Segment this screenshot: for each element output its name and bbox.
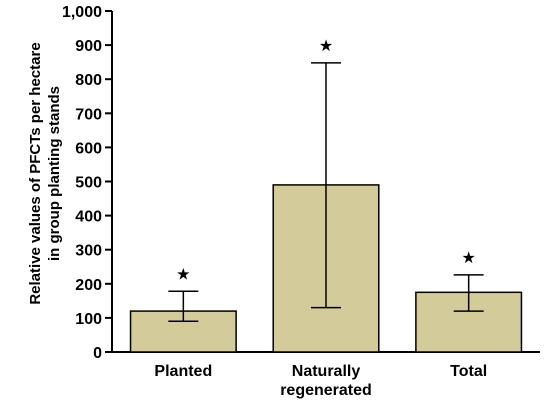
y-tick-label: 1,000 xyxy=(62,4,102,21)
category-labels: Planted Naturally regenerated Total xyxy=(154,363,487,399)
significance-markers: ★ ★ ★ xyxy=(176,36,476,283)
y-axis-title: Relative values of PFCTs per hectare in g… xyxy=(27,42,63,304)
y-axis: 0 100 200 300 400 500 600 700 800 900 1,000 xyxy=(62,4,113,362)
y-tick-label: 300 xyxy=(75,243,102,260)
significance-star: ★ xyxy=(176,264,190,283)
x-category-label: Planted xyxy=(154,363,212,380)
bar xyxy=(129,310,237,353)
y-tick-label: 800 xyxy=(75,72,102,89)
y-tick-label: 0 xyxy=(93,345,102,362)
y-tick-label: 200 xyxy=(75,277,102,294)
y-axis-title-line: in group planting stands xyxy=(46,86,63,261)
x-category-label: Naturally xyxy=(292,363,361,380)
error-bars xyxy=(168,62,484,323)
significance-star: ★ xyxy=(461,248,475,267)
x-category-label: Total xyxy=(450,363,487,380)
y-tick-label: 700 xyxy=(75,106,102,123)
y-axis-title-line: Relative values of PFCTs per hectare xyxy=(27,42,44,304)
significance-star: ★ xyxy=(319,36,333,55)
y-tick-label: 600 xyxy=(75,140,102,157)
y-tick-label: 400 xyxy=(75,209,102,226)
y-tick-label: 500 xyxy=(75,175,102,192)
y-tick-label: 100 xyxy=(75,311,102,328)
y-tick-label: 900 xyxy=(75,38,102,55)
x-category-label: regenerated xyxy=(280,382,372,399)
